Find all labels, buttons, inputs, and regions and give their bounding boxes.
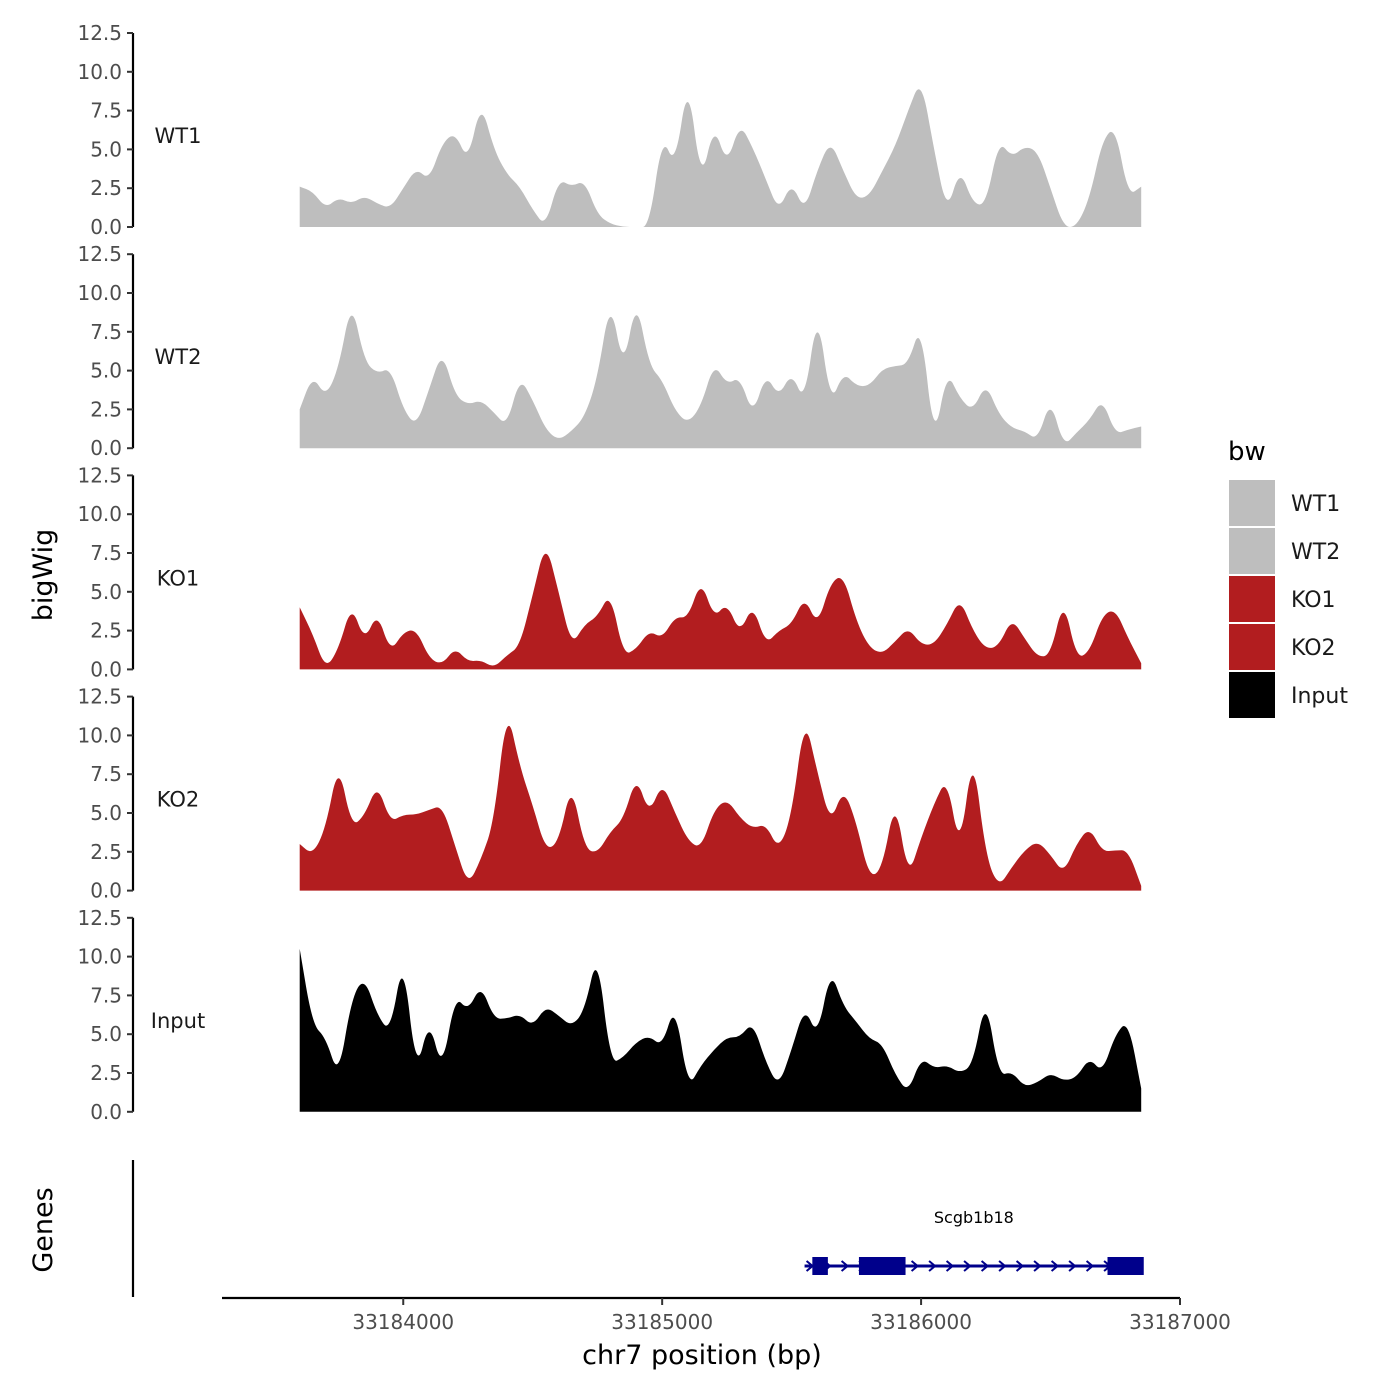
legend-label: KO1 [1291, 588, 1336, 613]
track-wt2: 0.0 2.5 5.0 7.5 10.0 12.5 WT2 [77, 242, 1142, 460]
strand-arrow [1050, 1260, 1060, 1272]
gene-exon [858, 1257, 906, 1275]
y-tick-label: 10.0 [77, 945, 122, 969]
x-tick-label: 33187000 [1129, 1310, 1231, 1334]
y-tick-label: 12.5 [77, 906, 122, 930]
y-tick-label: 5.0 [90, 580, 122, 604]
strand-arrow [963, 1260, 972, 1272]
track-input: 0.0 2.5 5.0 7.5 10.0 12.5 Input [77, 906, 1142, 1124]
gene-name-label: Scgb1b18 [934, 1208, 1014, 1227]
legend-title: bw [1228, 437, 1266, 467]
strand-arrow [910, 1260, 920, 1272]
x-axis: 33184000 33185000 33186000 33187000 [222, 1296, 1231, 1334]
strand-arrow [1033, 1260, 1042, 1272]
legend-swatch [1229, 480, 1275, 526]
y-tick-label: 12.5 [77, 685, 122, 709]
signal-area-wt1 [299, 89, 1142, 227]
strand-arrow [980, 1260, 990, 1272]
track-label-ko2: KO2 [157, 788, 200, 812]
track-label-wt1: WT1 [155, 124, 202, 148]
y-tick-label: 12.5 [77, 21, 122, 45]
y-tick-label: 7.5 [90, 541, 122, 565]
legend-swatch [1229, 528, 1275, 574]
strand-arrow [928, 1260, 937, 1272]
y-tick-label: 0.0 [90, 215, 122, 239]
legend-item-input: Input [1229, 672, 1348, 718]
x-tick-label: 33185000 [611, 1310, 713, 1334]
legend-swatch [1229, 672, 1275, 718]
legend-label: Input [1291, 684, 1348, 709]
x-tick-label: 33184000 [352, 1310, 454, 1334]
x-tick-label: 33186000 [870, 1310, 972, 1334]
track-wt1: 0.0 2.5 5.0 7.5 10.0 12.5 WT1 [77, 21, 1142, 239]
signal-tracks: 0.0 2.5 5.0 7.5 10.0 12.5 WT1 0.0 2.5 5.0 7.5 10.0 1… [77, 21, 1142, 1124]
track-label-wt2: WT2 [155, 345, 202, 369]
y-tick-label: 5.0 [90, 137, 122, 161]
y-tick-label: 5.0 [90, 359, 122, 383]
track-ko1: 0.0 2.5 5.0 7.5 10.0 12.5 KO1 [77, 463, 1142, 681]
y-tick-label: 0.0 [90, 436, 122, 460]
y-tick-label: 2.5 [90, 840, 122, 864]
legend-label: WT1 [1291, 492, 1340, 517]
y-tick-label: 5.0 [90, 801, 122, 825]
legend-label: KO2 [1291, 636, 1336, 661]
strand-arrow [1015, 1260, 1025, 1272]
legend-label: WT2 [1291, 540, 1340, 565]
legend-item-ko1: KO1 [1229, 576, 1336, 622]
gene-exon [812, 1257, 828, 1275]
y-tick-label: 7.5 [90, 983, 122, 1007]
strand-arrow [945, 1260, 955, 1272]
y-tick-label: 10.0 [77, 60, 122, 84]
y-axis-title: bigWig [28, 529, 59, 622]
y-tick-label: 5.0 [90, 1022, 122, 1046]
track-ko2: 0.0 2.5 5.0 7.5 10.0 12.5 KO2 [77, 685, 1142, 903]
y-tick-label: 12.5 [77, 463, 122, 487]
legend-item-wt1: WT1 [1229, 480, 1340, 526]
y-tick-label: 2.5 [90, 397, 122, 421]
y-tick-label: 2.5 [90, 176, 122, 200]
legend-item-ko2: KO2 [1229, 624, 1336, 670]
y-tick-label: 10.0 [77, 723, 122, 747]
gene-track: Scgb1b18 [131, 1160, 1144, 1297]
strand-arrow [1085, 1260, 1095, 1272]
track-label-ko1: KO1 [157, 566, 200, 590]
y-tick-label: 12.5 [77, 242, 122, 266]
y-tick-label: 2.5 [90, 619, 122, 643]
y-tick-label: 0.0 [90, 657, 122, 681]
x-axis-title: chr7 position (bp) [582, 1340, 822, 1371]
y-tick-label: 2.5 [90, 1061, 122, 1085]
legend: bw WT1 WT2 KO1 KO2 Input [1228, 437, 1348, 718]
strand-arrow [998, 1260, 1007, 1272]
y-tick-label: 7.5 [90, 99, 122, 123]
legend-swatch [1229, 576, 1275, 622]
legend-swatch [1229, 624, 1275, 670]
strand-arrow [1068, 1260, 1077, 1272]
genes-track-label: Genes [28, 1187, 59, 1272]
y-tick-label: 7.5 [90, 762, 122, 786]
y-tick-label: 0.0 [90, 879, 122, 903]
gene-scgb1b18: Scgb1b18 [804, 1208, 1144, 1275]
signal-area-ko2 [299, 725, 1142, 891]
y-tick-label: 0.0 [90, 1100, 122, 1124]
track-label-input: Input [151, 1009, 205, 1033]
signal-area-ko1 [299, 553, 1142, 670]
strand-arrow [840, 1260, 850, 1272]
gene-exon [1107, 1257, 1144, 1275]
y-tick-label: 10.0 [77, 502, 122, 526]
y-tick-label: 7.5 [90, 320, 122, 344]
signal-area-wt2 [299, 315, 1142, 449]
y-tick-label: 10.0 [77, 281, 122, 305]
signal-area-input [299, 948, 1142, 1112]
legend-item-wt2: WT2 [1229, 528, 1340, 574]
